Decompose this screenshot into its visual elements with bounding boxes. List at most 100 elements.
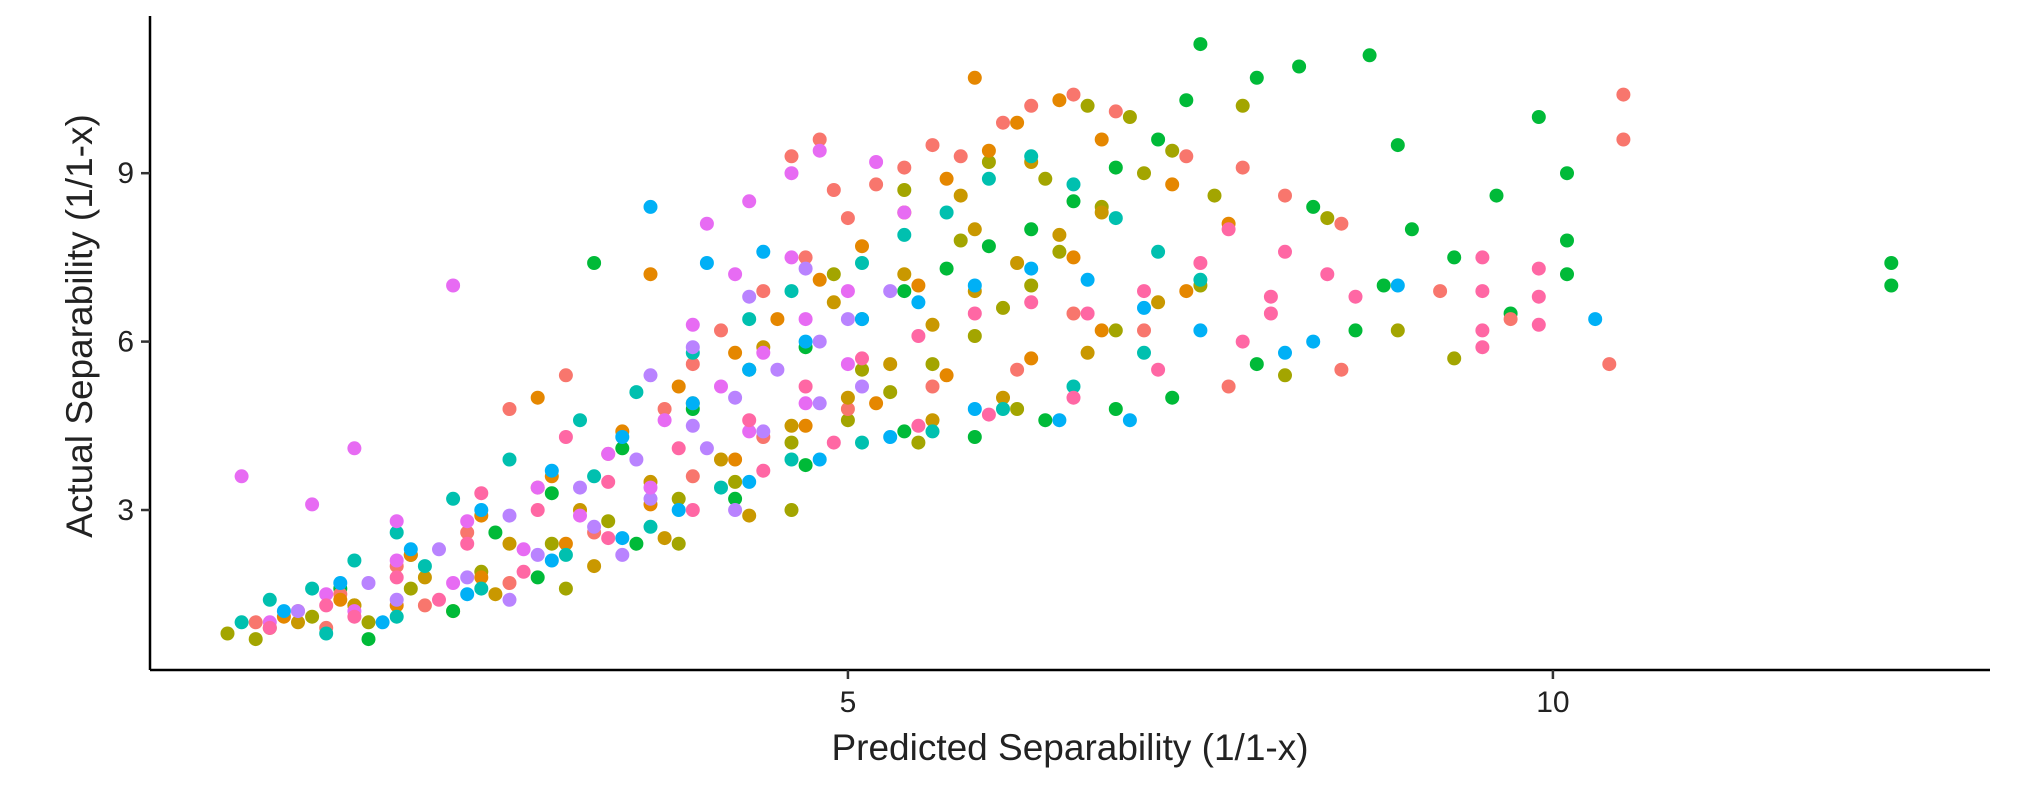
data-point xyxy=(530,503,545,517)
data-point xyxy=(925,357,940,372)
data-point xyxy=(474,581,489,596)
data-point xyxy=(1475,250,1490,265)
data-point xyxy=(1151,362,1166,377)
data-point xyxy=(996,390,1010,405)
data-point xyxy=(826,267,841,282)
data-point xyxy=(897,160,912,175)
data-point xyxy=(544,463,559,478)
data-point xyxy=(1221,379,1236,394)
data-point xyxy=(1221,222,1236,237)
data-point xyxy=(417,559,432,574)
data-point xyxy=(460,570,475,585)
data-point xyxy=(981,143,996,158)
data-point xyxy=(742,413,757,428)
data-point xyxy=(558,368,573,383)
data-point xyxy=(967,402,982,416)
data-point xyxy=(1066,306,1081,321)
data-point xyxy=(1235,160,1250,175)
data-point xyxy=(460,525,475,540)
data-point xyxy=(714,452,728,467)
data-point xyxy=(685,469,700,484)
data-point xyxy=(1165,143,1180,158)
data-point xyxy=(897,183,912,197)
data-point xyxy=(911,435,926,450)
data-point xyxy=(1884,256,1899,270)
data-point xyxy=(1137,345,1151,360)
data-point xyxy=(1334,362,1349,377)
data-point xyxy=(1278,345,1292,360)
data-point xyxy=(798,379,813,394)
data-point xyxy=(742,508,757,523)
data-point xyxy=(1263,289,1278,304)
data-point xyxy=(981,155,996,169)
data-point xyxy=(474,486,489,501)
data-point xyxy=(432,592,446,607)
data-points xyxy=(220,37,1899,647)
data-point xyxy=(643,519,658,534)
data-point xyxy=(587,469,602,484)
x-tick-label: 10 xyxy=(1536,686,1569,719)
data-point xyxy=(657,531,672,546)
data-point xyxy=(516,542,531,557)
data-point xyxy=(840,413,855,428)
data-point xyxy=(784,418,799,433)
data-point xyxy=(1348,323,1363,338)
data-point xyxy=(1390,278,1405,293)
data-point xyxy=(1165,390,1180,405)
data-point xyxy=(1475,284,1490,299)
data-point xyxy=(784,503,799,517)
series-group xyxy=(291,261,898,619)
data-point xyxy=(699,256,714,270)
data-point xyxy=(248,615,263,630)
data-point xyxy=(883,385,898,400)
series-group xyxy=(234,143,912,630)
data-point xyxy=(361,576,376,590)
data-point xyxy=(1193,37,1208,52)
data-point xyxy=(460,587,475,602)
data-point xyxy=(460,514,475,529)
data-point xyxy=(784,435,799,450)
data-point xyxy=(1531,261,1546,276)
data-point xyxy=(502,536,517,551)
data-point xyxy=(798,261,813,276)
data-point xyxy=(897,227,912,242)
data-point xyxy=(1122,413,1137,428)
data-point xyxy=(728,390,743,405)
y-tick-label: 6 xyxy=(117,326,134,359)
data-point xyxy=(812,334,827,349)
data-point xyxy=(234,615,249,630)
data-point xyxy=(220,626,235,641)
data-point xyxy=(1447,351,1462,366)
data-point xyxy=(770,312,785,327)
data-point xyxy=(1447,250,1462,265)
data-point xyxy=(953,233,968,248)
data-point xyxy=(1024,98,1039,113)
data-point xyxy=(996,115,1010,130)
data-point xyxy=(488,587,503,602)
data-point xyxy=(1390,323,1405,338)
data-point xyxy=(911,329,926,343)
data-point xyxy=(558,547,573,562)
data-point xyxy=(855,256,869,270)
data-point xyxy=(1010,115,1025,130)
data-point xyxy=(1475,340,1490,355)
axis-ticks: 5 10 3 6 9 xyxy=(117,157,1569,719)
data-point xyxy=(1066,194,1081,209)
data-point xyxy=(1362,48,1377,63)
data-point xyxy=(1038,413,1053,428)
data-point xyxy=(685,317,700,332)
data-point xyxy=(1306,199,1321,214)
data-point xyxy=(516,564,531,579)
data-point xyxy=(756,345,771,360)
data-point xyxy=(798,396,813,411)
data-point xyxy=(1531,110,1546,124)
data-point xyxy=(1320,267,1335,282)
data-point xyxy=(883,357,898,372)
data-point xyxy=(361,632,376,647)
data-point xyxy=(967,329,982,343)
data-point xyxy=(840,402,855,416)
data-point xyxy=(558,581,573,596)
data-point xyxy=(798,418,813,433)
data-point xyxy=(967,306,982,321)
